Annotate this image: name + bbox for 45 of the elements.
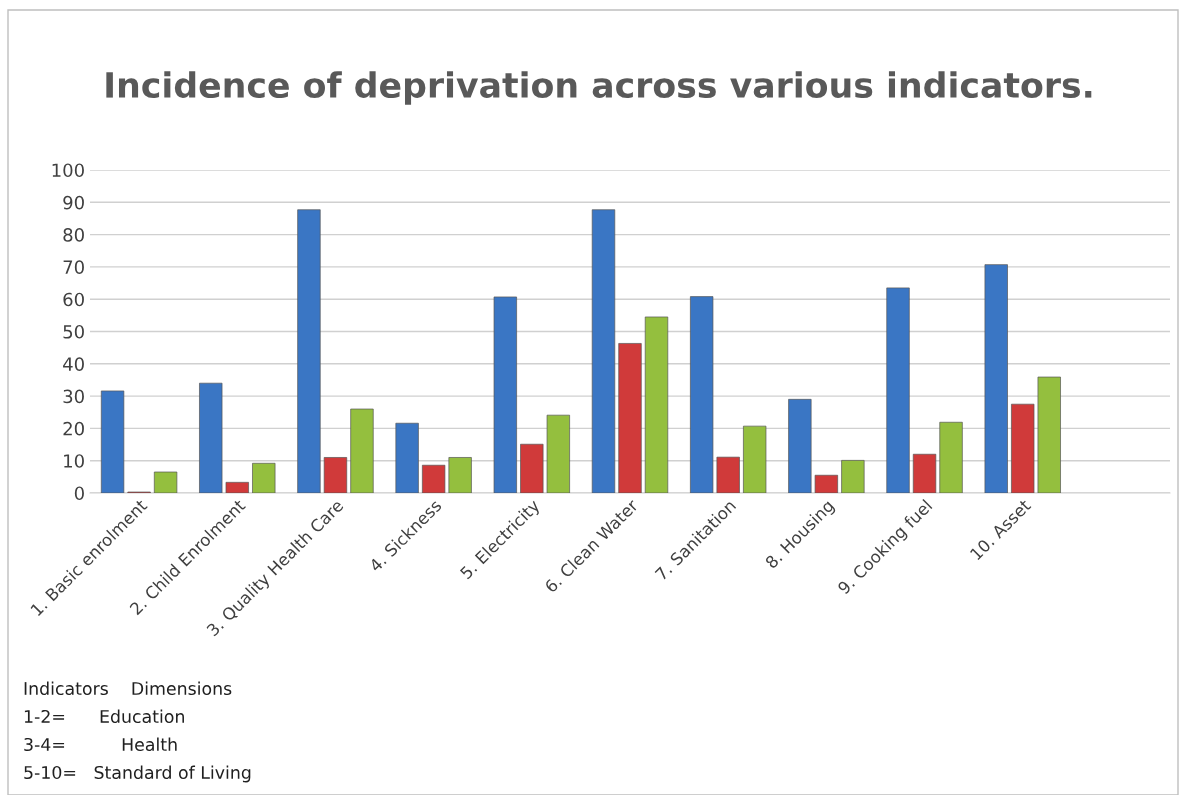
bar <box>912 453 937 493</box>
y-tick-label: 10 <box>64 454 84 468</box>
text: Indicators Dimensions <box>24 681 232 696</box>
text: 5-10= Standard of Living <box>24 765 251 783</box>
bar <box>225 481 249 493</box>
bar <box>448 457 472 493</box>
bar <box>984 264 1008 493</box>
bar <box>618 343 642 493</box>
bar <box>939 421 963 493</box>
y-tick-label: 80 <box>63 228 84 242</box>
text: 1-2= Education <box>24 709 184 724</box>
bar <box>153 471 178 493</box>
text: 3-4= Health <box>24 737 177 752</box>
bar <box>297 209 321 493</box>
bar <box>350 408 374 493</box>
bar <box>493 296 517 493</box>
bar <box>323 457 348 493</box>
bar <box>422 464 446 493</box>
bar <box>690 296 714 493</box>
chart-title: Incidence of deprivation across various indicators. <box>106 71 1092 105</box>
bar <box>591 209 616 493</box>
bar <box>886 287 910 493</box>
bar <box>520 443 544 493</box>
y-tick-label: 20 <box>63 421 84 436</box>
bar <box>100 390 125 493</box>
y-tick-label: 30 <box>63 389 84 404</box>
bar <box>841 460 865 493</box>
y-tick-label: 100 <box>52 163 84 178</box>
y-tick-label: 0 <box>74 486 84 501</box>
bar <box>252 462 276 493</box>
bar <box>814 474 838 493</box>
y-tick-label: 90 <box>63 195 84 210</box>
bar <box>716 456 740 493</box>
bar <box>644 316 669 493</box>
bar <box>199 382 223 493</box>
bar <box>1011 403 1035 493</box>
y-tick-label: 50 <box>63 324 84 339</box>
y-tick-label: 40 <box>63 357 84 371</box>
bar <box>743 425 767 493</box>
bar <box>395 422 419 493</box>
y-tick-label: 70 <box>63 260 84 275</box>
bar <box>546 414 570 493</box>
y-tick-label: 60 <box>63 292 84 307</box>
bar <box>788 398 812 493</box>
bar <box>1037 376 1061 493</box>
